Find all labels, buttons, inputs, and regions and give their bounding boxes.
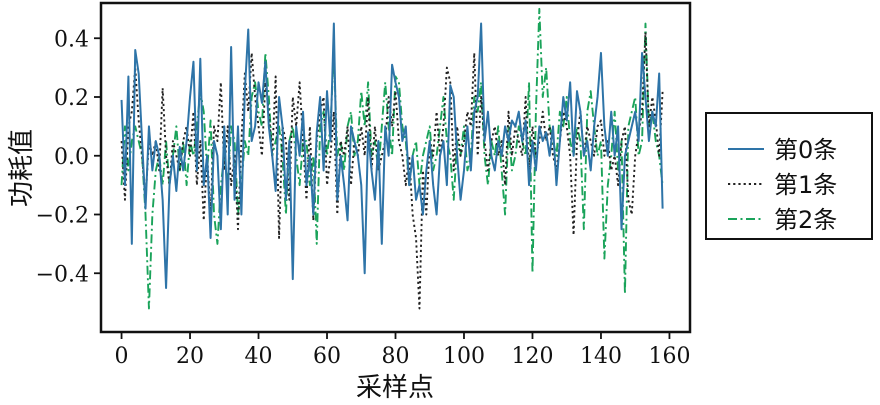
y-tick-label: 0.2 xyxy=(54,86,89,111)
x-tick-label: 120 xyxy=(511,344,553,369)
legend-label-0: 第0条 xyxy=(774,136,837,164)
x-tick-label: 60 xyxy=(313,344,341,369)
plot-frame xyxy=(99,1,692,334)
y-tick-label: 0.0 xyxy=(54,145,89,170)
x-tick-label: 100 xyxy=(443,344,485,369)
legend-label-1: 第1条 xyxy=(774,171,837,199)
x-tick-label: 160 xyxy=(648,344,690,369)
x-axis-ticks: 0 20 40 60 80 100 120 140 160 xyxy=(115,332,690,369)
y-axis-title: 功耗值 xyxy=(7,129,37,207)
x-tick-label: 140 xyxy=(580,344,622,369)
x-tick-label: 0 xyxy=(115,344,129,369)
y-tick-label: −0.4 xyxy=(36,262,89,287)
series-line-0 xyxy=(120,22,664,289)
x-tick-label: 40 xyxy=(245,344,273,369)
y-tick-label: −0.2 xyxy=(36,204,89,229)
y-axis-ticks: −0.4 −0.2 0.0 0.2 0.4 xyxy=(36,27,101,287)
legend-label-2: 第2条 xyxy=(774,206,837,234)
y-tick-label: 0.4 xyxy=(54,27,89,52)
x-tick-label: 80 xyxy=(382,344,410,369)
x-tick-label: 20 xyxy=(176,344,204,369)
x-axis-title: 采样点 xyxy=(356,373,434,403)
series-layer xyxy=(120,7,664,310)
